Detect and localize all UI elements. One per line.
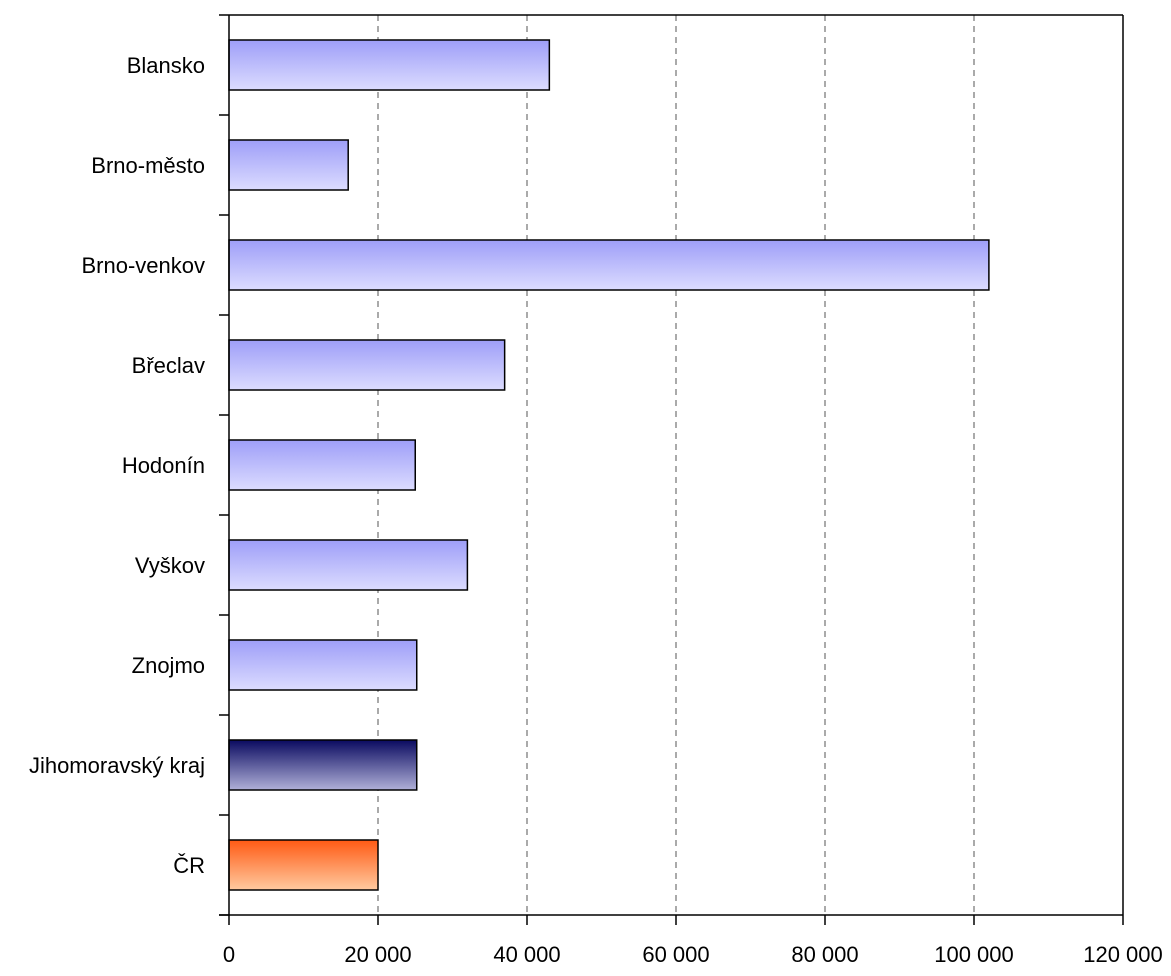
x-tick-label: 60 000 (642, 942, 709, 967)
bar (228, 439, 416, 491)
bar (228, 839, 379, 891)
category-label: Jihomoravský kraj (29, 753, 205, 778)
x-tick-label: 100 000 (934, 942, 1014, 967)
category-label: Znojmo (132, 653, 205, 678)
x-tick-label: 120 000 (1083, 942, 1163, 967)
x-tick-label: 0 (223, 942, 235, 967)
bar (228, 739, 418, 791)
category-label: Hodonín (122, 453, 205, 478)
plot-area: 0 20 000 40 000 60 000 80 000 100 000 120 000 B… (29, 14, 1163, 967)
category-label: Vyškov (135, 553, 205, 578)
category-label: Brno-venkov (81, 253, 205, 278)
x-tick-label: 40 000 (493, 942, 560, 967)
category-label: Blansko (127, 53, 205, 78)
bar (228, 139, 349, 191)
bar (228, 639, 418, 691)
bar (228, 339, 506, 391)
bar (228, 539, 469, 591)
category-label: Břeclav (132, 353, 205, 378)
x-tick-label: 80 000 (791, 942, 858, 967)
category-label: ČR (173, 853, 205, 878)
bar (228, 39, 551, 91)
category-label: Brno-město (91, 153, 205, 178)
x-tick-label: 20 000 (344, 942, 411, 967)
bar (228, 239, 990, 291)
